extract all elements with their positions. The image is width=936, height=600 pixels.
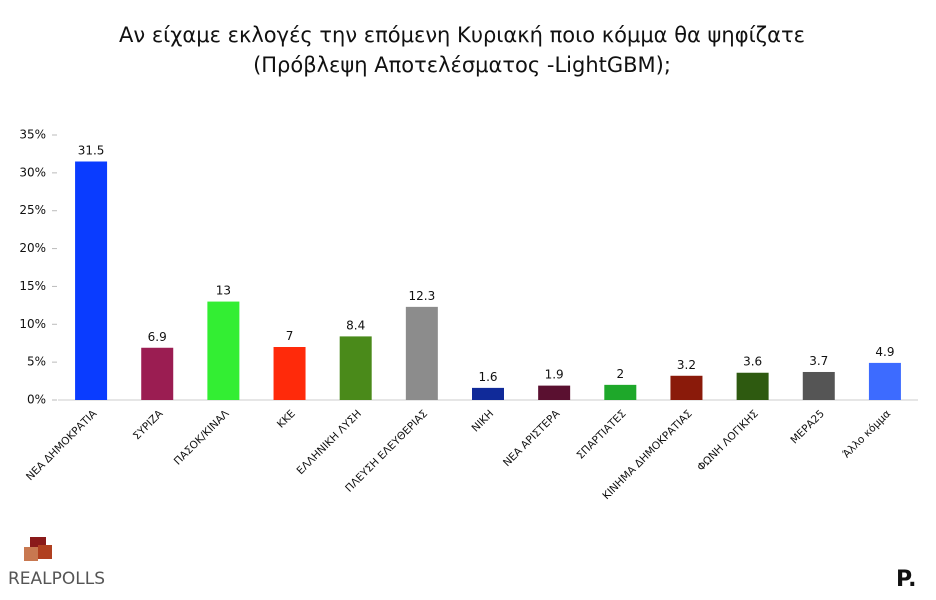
bar [538,385,571,400]
data-label: 13 [216,284,231,298]
bar [802,371,835,400]
y-tick-label: 20% [19,241,46,255]
chart-subtitle: (Πρόβλεψη Αποτελέσματος -LightGBM); [253,53,671,77]
x-tick-label: ΜΕΡΑ25 [788,408,827,447]
y-tick-label: 5% [27,355,46,369]
x-tick-label: ΚΚΕ [275,408,298,431]
y-tick-label: 0% [27,393,46,407]
y-tick-label: 30% [19,165,46,179]
x-tick-label: ΦΩΝΗ ΛΟΓΙΚΗΣ [695,408,761,474]
data-label: 1.9 [545,368,564,382]
data-label: 2 [616,367,624,381]
data-label: 3.2 [677,358,696,372]
x-tick-label: ΠΑΣΟΚ/ΚΙΝΑΛ [172,407,232,467]
chart-title: Αν είχαμε εκλογές την επόμενη Κυριακή πο… [119,23,805,47]
bar [736,372,769,400]
data-label: 4.9 [875,345,894,359]
logo-icon [24,537,52,561]
bar [273,347,306,400]
x-tick-label: Άλλο κόμμα [841,408,894,461]
data-label: 12.3 [408,289,435,303]
x-tick-label: ΝΕΑ ΑΡΙΣΤΕΡΑ [501,407,563,469]
data-label: 6.9 [148,330,167,344]
bar [207,301,240,400]
data-label: 8.4 [346,318,365,332]
bar [339,336,372,400]
bar [472,387,504,400]
bar [670,375,703,400]
data-label: 7 [286,329,294,343]
x-tick-label: ΕΛΛΗΝΙΚΗ ΛΥΣΗ [295,408,364,477]
x-tick-label: ΣΠΑΡΤΙΑΤΕΣ [575,408,629,462]
x-tick-label: ΝΕΑ ΔΗΜΟΚΡΑΤΙΑ [24,407,100,483]
data-label: 1.6 [478,370,497,384]
x-tick-label: ΝΙΚΗ [470,408,497,435]
y-tick-label: 15% [19,279,46,293]
bar [868,362,901,400]
y-tick-label: 10% [19,317,46,331]
bar [405,306,438,400]
y-tick-label: 35% [19,128,46,142]
publisher-logo: P. [896,567,916,592]
logo-text: REALPOLLS [8,569,105,589]
bar [141,347,174,400]
bar [604,384,637,400]
data-label: 31.5 [78,144,105,158]
x-tick-label: ΣΥΡΙΖΑ [131,407,166,442]
data-label: 3.7 [809,354,828,368]
bar [75,161,108,400]
y-tick-label: 25% [19,203,46,217]
data-label: 3.6 [743,355,762,369]
